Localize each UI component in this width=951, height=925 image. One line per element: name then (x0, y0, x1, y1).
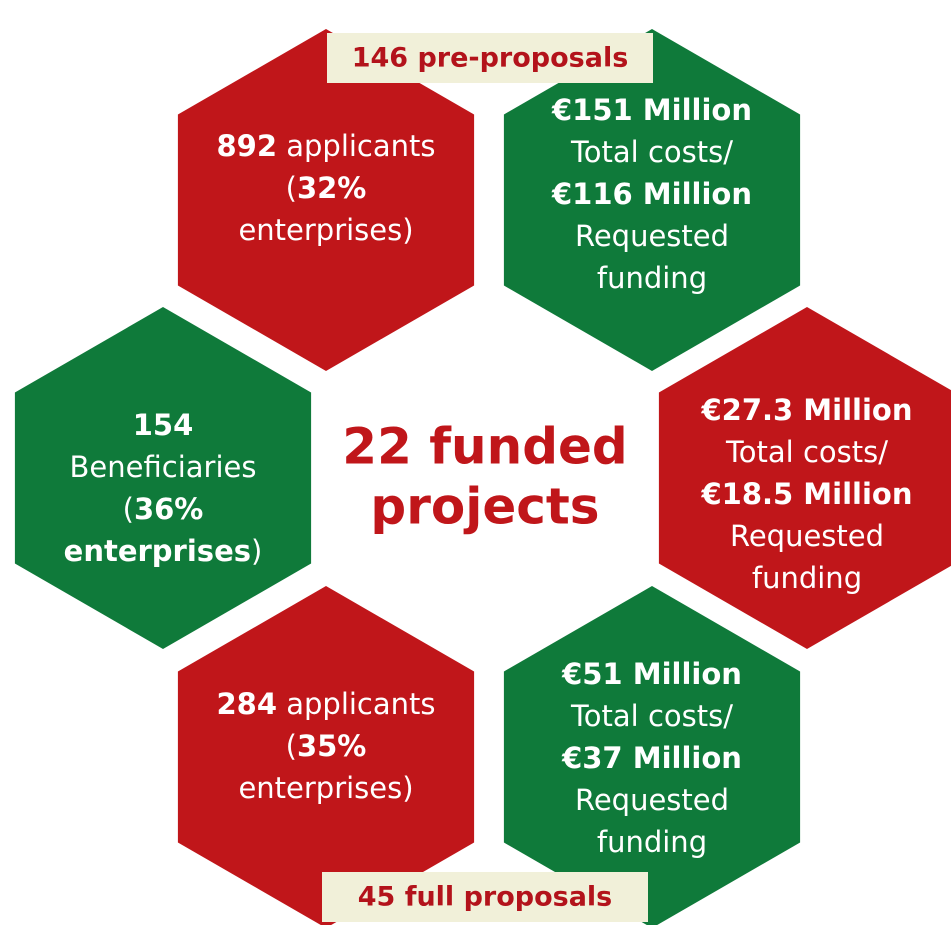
text-part: funding (597, 825, 707, 859)
hexagon-text: funding (752, 561, 862, 595)
label-box (322, 872, 648, 922)
text-part: enterprises) (238, 771, 413, 805)
text-part: applicants (277, 129, 436, 163)
text-part: €116 Million (551, 177, 752, 211)
center-title: projects (370, 478, 599, 536)
hexagon-text: (35% (286, 729, 367, 763)
text-part: Total costs/ (570, 135, 733, 169)
hexagon-text: €18.5 Million (700, 477, 912, 511)
hexagon-text: €116 Million (551, 177, 752, 211)
text-part: ( (286, 729, 297, 763)
text-part: €18.5 Million (700, 477, 912, 511)
hexagon-text: €37 Million (561, 741, 742, 775)
text-part: 284 (216, 687, 277, 721)
text-part: enterprises) (238, 213, 413, 247)
hexagon-text: Total costs/ (570, 135, 733, 169)
text-part: €51 Million (561, 657, 742, 691)
hexagon-text: enterprises) (64, 534, 263, 568)
hexagon-text: Requested (575, 219, 729, 253)
hexagon-text: (32% (286, 171, 367, 205)
text-part: 154 (133, 408, 194, 442)
hexagon-text: Requested (730, 519, 884, 553)
hexagon-text: 284 applicants (216, 687, 435, 721)
hexagon-text: Requested (575, 783, 729, 817)
text-part: Beneficiaries (70, 450, 257, 484)
center-title: 22 funded (342, 418, 627, 476)
text-part: 35% (297, 729, 366, 763)
hexagon-text: funding (597, 825, 707, 859)
hexagon-text: 154 (133, 408, 194, 442)
hexagon (177, 29, 475, 371)
hexagon-text: enterprises) (238, 771, 413, 805)
text-part: 892 (216, 129, 277, 163)
hexagon (503, 29, 801, 371)
label-text: 146 pre-proposals (352, 43, 629, 74)
hexagon-text: funding (597, 261, 707, 295)
label-box (327, 33, 653, 83)
text-part: funding (752, 561, 862, 595)
hexagon-text: €27.3 Million (700, 393, 912, 427)
hexagon-text: Total costs/ (570, 699, 733, 733)
hexagon-text: 892 applicants (216, 129, 435, 163)
text-part: ( (286, 171, 297, 205)
label-text: 45 full proposals (358, 882, 613, 913)
text-part: Total costs/ (570, 699, 733, 733)
text-part: €151 Million (551, 93, 752, 127)
text-part: ) (251, 534, 262, 568)
hexagon (14, 307, 312, 649)
hexagon (658, 307, 951, 649)
text-part: 36% (134, 492, 203, 526)
hexagon (503, 586, 801, 925)
text-part: enterprises (64, 534, 251, 568)
text-part: applicants (277, 687, 436, 721)
text-part: 32% (297, 171, 366, 205)
hexagon-text: (36% (123, 492, 204, 526)
hexagon-text: €151 Million (551, 93, 752, 127)
text-part: Total costs/ (725, 435, 888, 469)
hexagon-text: Beneficiaries (70, 450, 257, 484)
text-part: Requested (575, 783, 729, 817)
text-part: Requested (575, 219, 729, 253)
hexagon-text: Total costs/ (725, 435, 888, 469)
text-part: €37 Million (561, 741, 742, 775)
text-part: ( (123, 492, 134, 526)
text-part: €27.3 Million (700, 393, 912, 427)
text-part: funding (597, 261, 707, 295)
hexagon (177, 586, 475, 925)
hexagon-text: enterprises) (238, 213, 413, 247)
hexagon-text: €51 Million (561, 657, 742, 691)
text-part: Requested (730, 519, 884, 553)
